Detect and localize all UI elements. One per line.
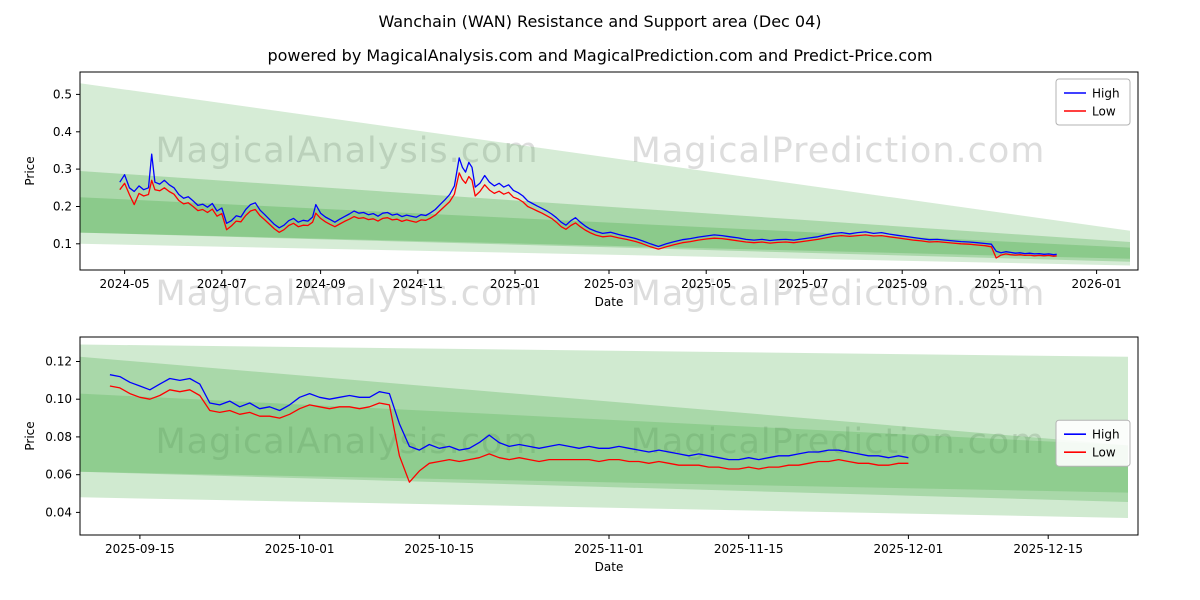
svg-text:2024-11: 2024-11 (393, 277, 443, 291)
svg-text:2025-10-15: 2025-10-15 (404, 542, 474, 556)
svg-text:2025-03: 2025-03 (584, 277, 634, 291)
svg-text:High: High (1092, 87, 1120, 101)
figure-title: Wanchain (WAN) Resistance and Support ar… (378, 12, 822, 31)
svg-text:2024-07: 2024-07 (197, 277, 247, 291)
svg-text:2025-05: 2025-05 (681, 277, 731, 291)
svg-text:0.10: 0.10 (45, 392, 72, 406)
svg-text:0.1: 0.1 (53, 237, 72, 251)
svg-text:Date: Date (595, 560, 624, 574)
svg-text:0.4: 0.4 (53, 125, 72, 139)
svg-text:2025-09-15: 2025-09-15 (105, 542, 175, 556)
svg-text:Price: Price (23, 156, 37, 185)
svg-text:0.12: 0.12 (45, 355, 72, 369)
svg-text:2025-07: 2025-07 (778, 277, 828, 291)
svg-text:0.04: 0.04 (45, 505, 72, 519)
svg-text:2025-11-01: 2025-11-01 (574, 542, 644, 556)
svg-text:2024-09: 2024-09 (296, 277, 346, 291)
svg-text:2025-11-15: 2025-11-15 (714, 542, 784, 556)
svg-text:Low: Low (1092, 446, 1116, 460)
svg-text:0.08: 0.08 (45, 430, 72, 444)
svg-text:2024-05: 2024-05 (100, 277, 150, 291)
svg-text:0.2: 0.2 (53, 200, 72, 214)
svg-text:0.3: 0.3 (53, 162, 72, 176)
svg-text:2025-01: 2025-01 (490, 277, 540, 291)
price-chart-full-history: 2024-05 2024-07 2024-09 2024-11 2025-01 2025-… (0, 60, 1200, 322)
svg-text:0.5: 0.5 (53, 87, 72, 101)
svg-text:Low: Low (1092, 105, 1116, 119)
svg-text:2025-12-01: 2025-12-01 (874, 542, 944, 556)
price-chart-recent: 2025-09-15 2025-10-01 2025-10-15 2025-11-01… (0, 325, 1200, 587)
svg-text:0.06: 0.06 (45, 468, 72, 482)
svg-text:2025-12-15: 2025-12-15 (1013, 542, 1083, 556)
svg-text:2026-01: 2026-01 (1072, 277, 1122, 291)
svg-text:2025-11: 2025-11 (974, 277, 1024, 291)
svg-text:2025-09: 2025-09 (877, 277, 927, 291)
svg-text:Price: Price (23, 421, 37, 450)
svg-text:2025-10-01: 2025-10-01 (265, 542, 335, 556)
svg-text:Date: Date (595, 295, 624, 309)
figure-subtitle: powered by MagicalAnalysis.com and Magic… (267, 46, 933, 65)
svg-text:High: High (1092, 428, 1120, 442)
